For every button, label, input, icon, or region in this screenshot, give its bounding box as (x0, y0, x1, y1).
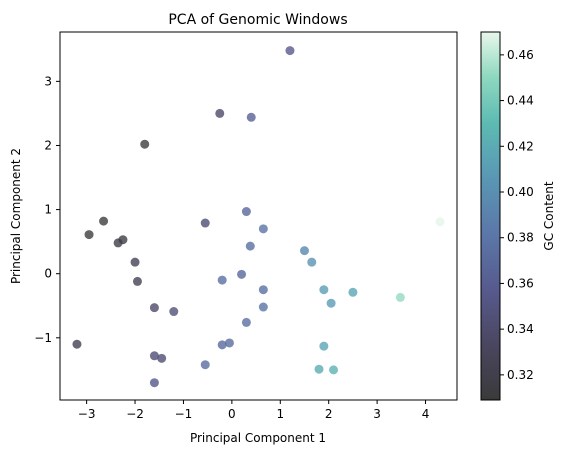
data-point (246, 112, 256, 122)
data-point (200, 360, 210, 370)
x-tick-label: −2 (126, 407, 144, 421)
colorbar-tick-label: 0.44 (507, 94, 534, 108)
data-point (329, 365, 339, 375)
data-point (241, 317, 251, 327)
x-tick-label: 1 (276, 407, 284, 421)
points-layer (72, 46, 445, 388)
y-tick-label: 3 (44, 74, 52, 88)
chart-title: PCA of Genomic Windows (168, 12, 347, 28)
y-axis-ticks: −1 0 1 2 3 (34, 74, 60, 345)
data-point (215, 108, 225, 118)
y-axis-label: Principal Component 2 (9, 148, 23, 284)
data-point (241, 207, 251, 217)
y-tick-label: 0 (44, 267, 52, 281)
plot-frame (59, 31, 458, 401)
data-point (314, 364, 324, 374)
data-point (258, 302, 268, 312)
data-point (258, 285, 268, 295)
data-point (169, 307, 179, 317)
data-point (319, 285, 329, 295)
data-point (140, 139, 150, 149)
data-point (258, 224, 268, 234)
data-point (84, 230, 94, 240)
data-point (113, 238, 123, 248)
data-point (200, 218, 210, 228)
data-point (395, 292, 405, 302)
x-tick-label: 2 (325, 407, 333, 421)
colorbar-tick-label: 0.40 (507, 185, 534, 199)
data-point (72, 339, 82, 349)
colorbar-tick-label: 0.34 (507, 322, 534, 336)
data-point (149, 303, 159, 313)
data-point (149, 378, 159, 388)
colorbar-tick-label: 0.36 (507, 276, 534, 290)
colorbar (480, 31, 501, 401)
x-tick-label: −1 (175, 407, 193, 421)
colorbar-tick-label: 0.38 (507, 231, 534, 245)
x-axis-label: Principal Component 1 (190, 431, 326, 445)
x-tick-label: −3 (78, 407, 96, 421)
colorbar-tick-label: 0.42 (507, 139, 534, 153)
data-point (217, 340, 227, 350)
data-point (99, 216, 109, 226)
y-tick-label: 1 (44, 203, 52, 217)
data-point (149, 351, 159, 361)
data-point (245, 241, 255, 251)
data-point (130, 257, 140, 267)
colorbar-tick-label: 0.32 (507, 368, 534, 382)
data-point (299, 246, 309, 256)
data-point (326, 298, 336, 308)
data-point (224, 338, 234, 348)
data-point (435, 217, 445, 227)
x-axis-ticks: −3 −2 −1 0 1 2 3 4 (78, 400, 430, 421)
data-point (237, 269, 247, 279)
data-point (285, 46, 295, 56)
x-tick-label: 4 (422, 407, 430, 421)
y-tick-label: −1 (34, 331, 52, 345)
colorbar-tick-label: 0.46 (507, 48, 534, 62)
data-point (132, 276, 142, 286)
colorbar-ticks: 0.32 0.34 0.36 0.38 0.40 0.42 0.44 0.46 (500, 48, 534, 382)
data-point (307, 257, 317, 267)
x-tick-label: 3 (373, 407, 381, 421)
data-point (157, 353, 167, 363)
x-tick-label: 0 (228, 407, 236, 421)
colorbar-label: GC Content (542, 181, 556, 251)
data-point (217, 275, 227, 285)
data-point (319, 341, 329, 351)
y-tick-label: 2 (44, 138, 52, 152)
data-point (348, 287, 358, 297)
